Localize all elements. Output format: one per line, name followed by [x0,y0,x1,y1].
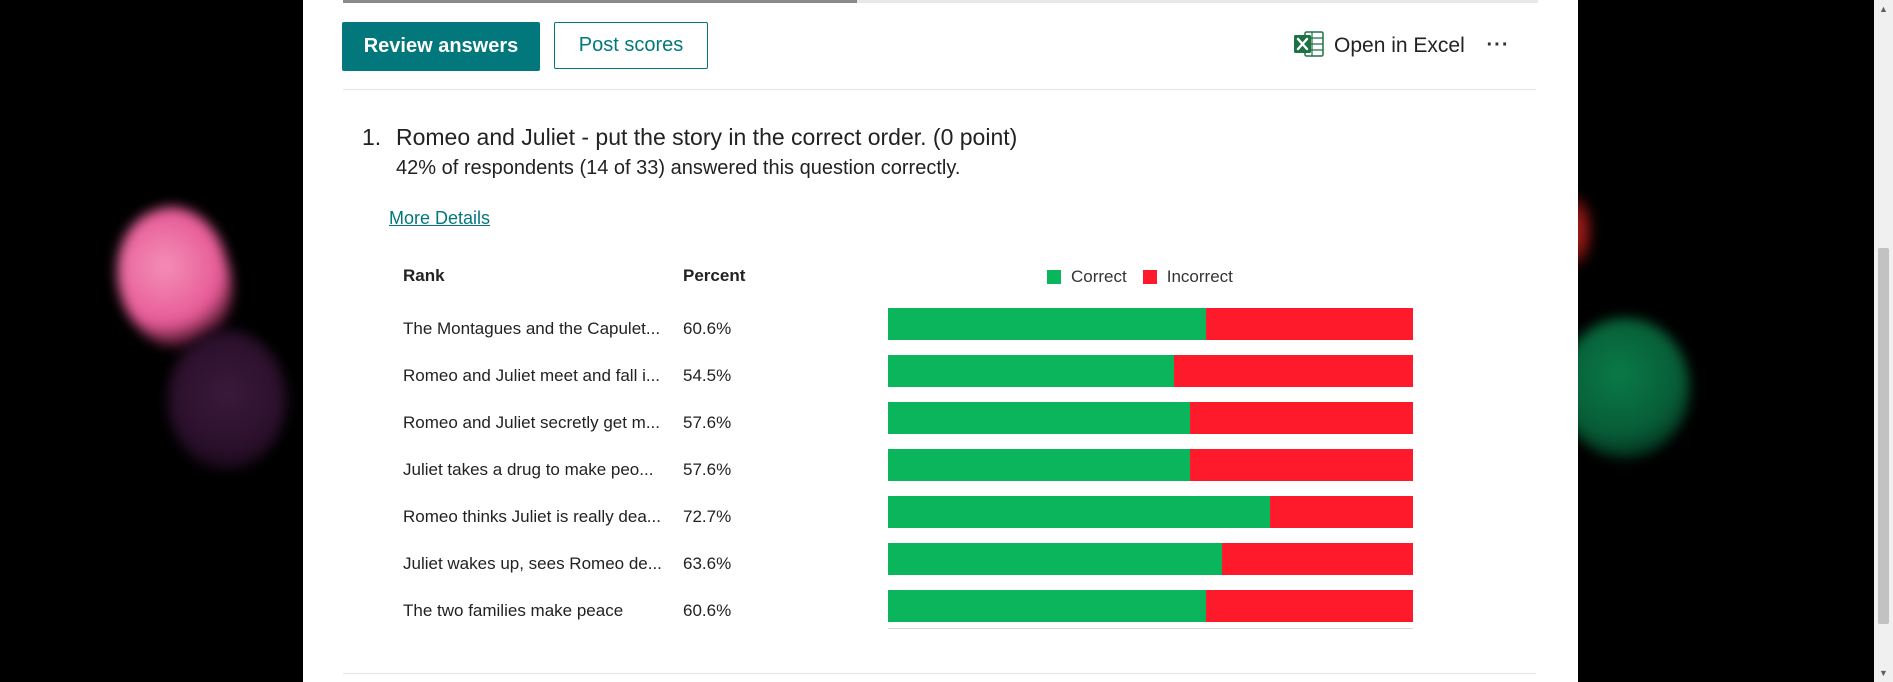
scroll-up-icon[interactable]: ▲ [1879,4,1888,14]
bar-segment-incorrect[interactable] [1190,402,1413,434]
results-panel: Review answers Post scores Open in Excel [303,0,1578,682]
bar-segment-correct[interactable] [888,355,1176,387]
bar-segment-incorrect[interactable] [1269,496,1413,528]
bar-segment-correct[interactable] [888,449,1192,481]
bottom-divider [343,673,1536,674]
stacked-bar[interactable] [888,496,1413,528]
legend-item-incorrect: Incorrect [1142,267,1233,287]
rank-column-header: Rank [403,266,445,285]
rank-row-percent: 57.6% [683,413,732,432]
more-details-link[interactable]: More Details [389,208,491,228]
results-toolbar: Review answers Post scores Open in Excel [342,22,1536,72]
legend-swatch-correct [1047,270,1061,284]
rank-row-label: The two families make peace [403,601,624,620]
rank-row-percent: 60.6% [683,319,732,338]
scroll-down-icon[interactable]: ▼ [1879,668,1888,678]
chart-legend: Correct Incorrect [1047,266,1249,288]
bar-segment-incorrect[interactable] [1206,590,1413,622]
scroll-thumb[interactable] [1878,248,1889,624]
rank-row-label: Romeo and Juliet secretly get m... [403,413,661,432]
background-bokeh-purple [168,330,286,470]
bar-segment-incorrect[interactable] [1206,308,1413,340]
chart-baseline [888,628,1413,629]
rank-row-label: Romeo and Juliet meet and fall i... [403,366,661,385]
stacked-bar[interactable] [888,590,1413,622]
question-title: 1. Romeo and Juliet - put the story in th… [362,124,1017,151]
stacked-bar[interactable] [888,308,1413,340]
bar-segment-incorrect[interactable] [1221,543,1413,575]
legend-label-correct: Correct [1071,267,1127,286]
legend-label-incorrect: Incorrect [1166,267,1233,286]
rank-row-percent: 72.7% [683,507,732,526]
rank-row-percent: 57.6% [683,460,732,479]
stacked-bar-chart [888,300,1413,630]
page-progress-fill [343,0,857,3]
bar-segment-correct[interactable] [888,590,1208,622]
rank-row-percent: 60.6% [683,601,732,620]
bar-segment-correct[interactable] [888,543,1223,575]
bar-segment-correct[interactable] [888,308,1208,340]
rank-row-label: The Montagues and the Capulet... [403,319,661,338]
question-summary: 42% of respondents (14 of 33) answered t… [396,157,961,179]
background-bokeh-green [1560,318,1690,458]
question-text: Romeo and Juliet - put the story in the … [396,124,1018,150]
rank-row-percent: 63.6% [683,554,732,573]
rank-row-label: Juliet takes a drug to make peo... [403,460,654,479]
percent-column-header: Percent [683,266,746,285]
page-progress-track [343,0,1538,3]
review-answers-button[interactable]: Review answers [342,22,540,71]
toolbar-divider [343,89,1536,90]
bar-segment-correct[interactable] [888,402,1192,434]
legend-item-correct: Correct [1047,267,1127,287]
stacked-bar[interactable] [888,449,1413,481]
bar-segment-incorrect[interactable] [1190,449,1413,481]
bar-segment-correct[interactable] [888,496,1271,528]
more-options-icon[interactable]: ··· [1486,33,1510,56]
vertical-scrollbar[interactable]: ▲ ▼ [1874,0,1893,682]
post-scores-button[interactable]: Post scores [554,22,708,69]
question-number: 1. [362,124,382,150]
stacked-bar[interactable] [888,543,1413,575]
rank-row-label: Romeo thinks Juliet is really dea... [403,507,661,526]
rank-row-percent: 54.5% [683,366,732,385]
stacked-bar[interactable] [888,402,1413,434]
bar-segment-incorrect[interactable] [1174,355,1413,387]
open-in-excel-button[interactable]: Open in Excel [1294,30,1465,62]
open-in-excel-label: Open in Excel [1334,34,1465,57]
stacked-bar[interactable] [888,355,1413,387]
excel-icon [1294,30,1324,63]
legend-swatch-incorrect [1142,270,1157,284]
rank-row-label: Juliet wakes up, sees Romeo de... [403,554,662,573]
